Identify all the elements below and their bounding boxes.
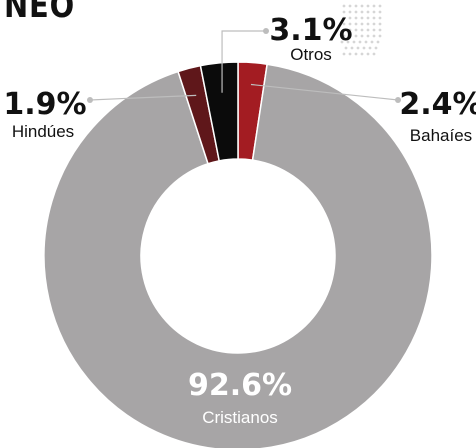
page-title: NEO (4, 0, 76, 26)
leader-dot-bahaies (395, 97, 401, 103)
leader-line-bahaies (250, 83, 399, 101)
leader-dot-hindues (87, 97, 93, 103)
value-label-bahaies: 2.4% (399, 87, 476, 122)
leader-line-hindues (89, 94, 197, 101)
slice-otros (199, 61, 239, 162)
value-label-cristianos: 92.6% (188, 368, 292, 403)
leader-dot-otros (263, 28, 269, 34)
category-label-otros: Otros (290, 45, 332, 64)
category-label-cristianos: Cristianos (202, 408, 278, 427)
background-map-dots (340, 4, 382, 56)
category-label-bahaies: Bahaíes (410, 126, 472, 145)
value-label-otros: 3.1% (269, 13, 352, 48)
category-label-hindues: Hindúes (12, 122, 74, 141)
leader-line-otros (221, 30, 266, 93)
slice-cristianos (43, 63, 433, 448)
value-label-hindues: 1.9% (3, 87, 86, 122)
